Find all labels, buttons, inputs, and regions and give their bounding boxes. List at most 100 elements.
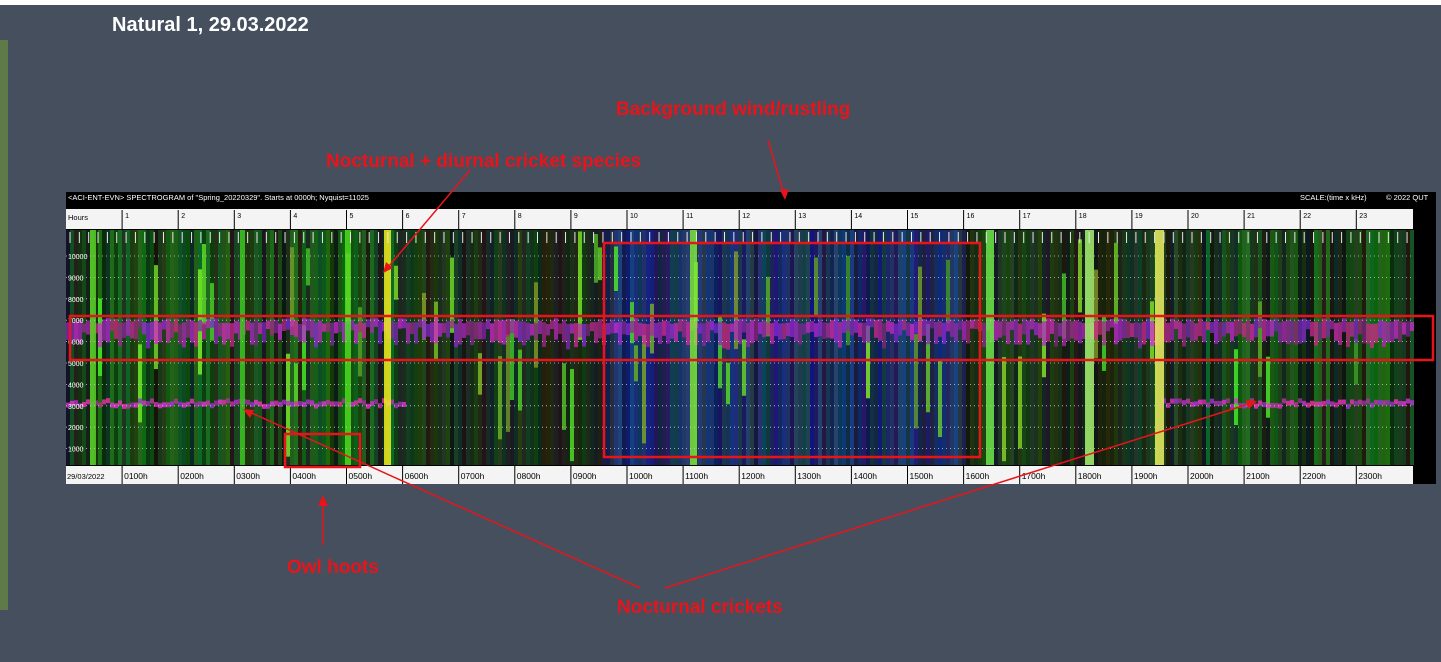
spectrogram-band (1198, 400, 1202, 405)
spectrogram-band (134, 403, 138, 408)
spectrogram-column (274, 230, 278, 465)
spectrogram-band (446, 321, 450, 337)
spectrogram-streak (594, 234, 598, 283)
spectrogram-column (706, 230, 710, 465)
spectrogram-column (802, 230, 806, 465)
spectrogram-band (706, 321, 710, 342)
spectrogram-column (774, 230, 778, 465)
spectrogram-column (182, 230, 186, 465)
spectrogram-column (226, 230, 230, 465)
spectrogram-column (1146, 230, 1150, 465)
spectrogram-band (774, 320, 778, 336)
spectrogram-band (110, 403, 114, 408)
spectrogram-column (714, 230, 718, 465)
freq-label: 1000 (68, 447, 84, 454)
spectrogram-streak (814, 258, 818, 317)
spectrogram-column (630, 230, 634, 465)
spectrogram-streak (946, 260, 950, 324)
spectrogram-band (838, 322, 842, 348)
spectrogram-band (702, 323, 706, 346)
spectrogram-band (670, 324, 674, 339)
spectrogram-column (1122, 230, 1126, 465)
spectrogram-column (738, 230, 742, 465)
spectrogram-band (1334, 323, 1338, 341)
spectrogram-column (326, 230, 330, 465)
spectrogram-column (122, 230, 126, 465)
spectrogram-band (234, 321, 238, 333)
spectrogram-band (762, 320, 766, 337)
spectrogram-band (86, 321, 90, 335)
spectrogram-column (1254, 230, 1258, 465)
spectrogram-highlight (1155, 230, 1164, 465)
time-label: 0300h (236, 471, 260, 481)
spectrogram-band (1294, 402, 1298, 407)
spectrogram-band (230, 323, 234, 347)
spectrogram-band (322, 324, 326, 332)
spectrogram-band (1166, 403, 1170, 408)
spectrogram-band (858, 323, 862, 337)
spectrogram-band (1282, 398, 1286, 403)
spectrogram-column (1174, 230, 1178, 465)
spectrogram-column (1298, 230, 1302, 465)
spectrogram-column (590, 230, 594, 465)
spectrogram-column (1230, 230, 1234, 465)
spectrogram-streak (938, 359, 942, 437)
spectrogram-band (1054, 322, 1058, 347)
spectrogram-band (98, 403, 102, 408)
spectrogram-band (1358, 400, 1362, 405)
spectrogram-band (254, 400, 258, 405)
spectrogram-band (490, 323, 494, 342)
spectrogram-band (546, 324, 550, 335)
time-label: 1400h (853, 471, 877, 481)
spectrogram-band (846, 320, 850, 331)
spectrogram-band (714, 323, 718, 333)
hour-tick-label: 11 (686, 213, 693, 220)
spectrogram-column (622, 230, 626, 465)
hour-tick-label: 4 (293, 213, 297, 220)
spectrogram-column (142, 230, 146, 465)
spectrogram-column (1130, 230, 1134, 465)
spectrogram-band (630, 321, 634, 333)
spectrogram-band (938, 321, 942, 337)
spectrogram-band (882, 323, 886, 348)
spectrogram-streak (598, 247, 602, 280)
spectrogram-band (1286, 320, 1290, 345)
hour-tick-label: 17 (1023, 213, 1031, 220)
spectrogram-band (114, 319, 118, 339)
spectrogram-band (214, 318, 218, 344)
spectrogram-band (1182, 323, 1186, 346)
spectrogram-band (638, 323, 642, 336)
spectrogram-band (302, 402, 306, 407)
spectrogram-band (1322, 318, 1326, 338)
spectrogram-band (650, 318, 654, 335)
spectrogram-column (174, 230, 178, 465)
spectrogram-band (722, 323, 726, 349)
spectrogram-band (194, 322, 198, 346)
spectrogram-band (150, 322, 154, 340)
spectrogram-streak (1114, 243, 1118, 324)
spectrogram-band (526, 323, 530, 340)
spectrogram-band (1166, 323, 1170, 343)
spectrogram-band (1062, 320, 1066, 346)
spectrogram-band (246, 321, 250, 331)
spectrogram-band (354, 400, 358, 405)
spectrogram-column (330, 230, 334, 465)
spectrogram-band (1398, 321, 1402, 342)
spectrogram-band (878, 319, 882, 341)
spectrogram-column (354, 230, 358, 465)
spectrogram-column (1070, 230, 1074, 465)
spectrogram-band (1178, 398, 1182, 403)
spectrogram-column (410, 230, 414, 465)
spectrogram-band (1346, 322, 1350, 347)
spectrogram-column (338, 230, 342, 465)
spectrogram-band (854, 319, 858, 332)
spectrogram-column (206, 230, 210, 465)
spectrogram-column (1142, 230, 1146, 465)
spectrogram-column (958, 230, 962, 465)
spectrogram-band (606, 323, 610, 335)
spectrogram-column (1190, 230, 1194, 465)
spectrogram-band (1278, 322, 1282, 342)
spectrogram-column (278, 230, 282, 465)
spectrogram-column (458, 230, 462, 465)
spectrogram-band (1410, 400, 1414, 405)
